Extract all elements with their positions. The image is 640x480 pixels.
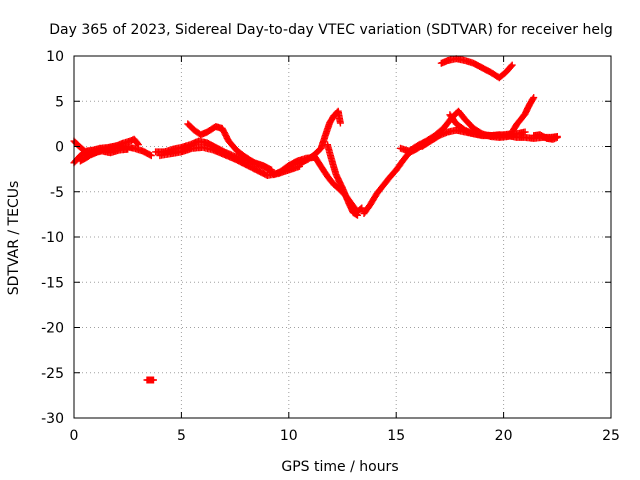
y-tick-label: -10 (41, 230, 64, 246)
data-point (268, 166, 276, 174)
y-axis-label: SDTVAR / TECUs (6, 181, 22, 296)
grid-lines (74, 56, 611, 418)
y-tick-label: 10 (46, 49, 64, 65)
data-point (146, 151, 154, 159)
data-point (357, 205, 365, 213)
data-point (134, 140, 142, 148)
x-tick-label: 0 (70, 428, 79, 444)
data-point (147, 152, 155, 160)
data-point (358, 204, 366, 212)
x-tick-label: 5 (177, 428, 186, 444)
chart-title: Day 365 of 2023, Sidereal Day-to-day VTE… (49, 22, 612, 38)
data-points (70, 55, 561, 384)
x-tick-label: 10 (280, 428, 298, 444)
y-tick-label: 0 (55, 140, 64, 156)
x-tick-label: 20 (495, 428, 513, 444)
x-tick-label: 25 (602, 428, 620, 444)
y-tick-label: -15 (41, 275, 64, 291)
data-point (354, 211, 361, 219)
data-point (124, 145, 132, 153)
data-point (508, 61, 516, 69)
data-point (530, 94, 538, 102)
data-point (134, 141, 142, 149)
data-point (150, 376, 157, 384)
y-tick-label: -5 (50, 185, 64, 201)
x-tick-label: 15 (387, 428, 405, 444)
data-point (507, 62, 515, 70)
data-point (336, 119, 344, 127)
data-point (552, 134, 560, 142)
data-point (553, 133, 561, 141)
y-tick-label: -20 (41, 321, 64, 337)
x-axis-label: GPS time / hours (281, 459, 398, 475)
y-tick-label: 5 (55, 94, 64, 110)
y-tick-label: -25 (41, 366, 64, 382)
axis-ticks: 0 5 10 15 20 25 -30 -25 -20 -15 -10 -5 0 5 10 (41, 49, 620, 444)
y-tick-label: -30 (41, 411, 64, 427)
